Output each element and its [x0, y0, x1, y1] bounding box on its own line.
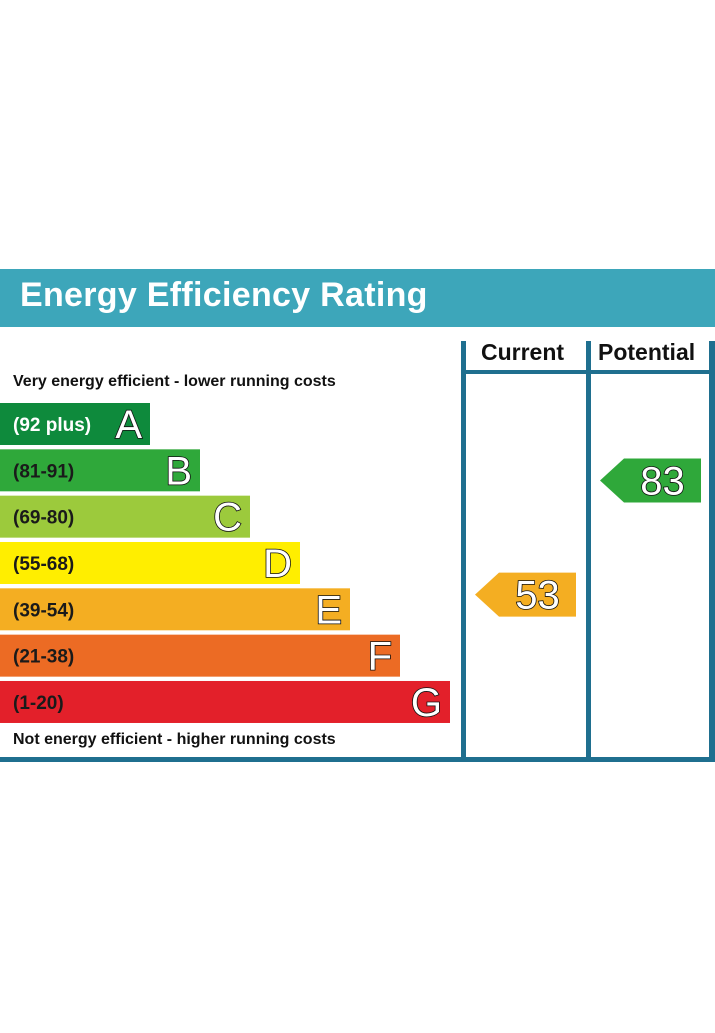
title-bar [0, 269, 715, 327]
band-e [0, 588, 350, 631]
band-a [0, 403, 150, 445]
frame-line-right [709, 341, 715, 759]
frame-header-rule [461, 370, 715, 374]
band-e-letter: E [315, 588, 342, 632]
band-a-range: (92 plus) [13, 415, 91, 436]
potential-rating-arrow [600, 458, 701, 503]
band-c [0, 495, 250, 538]
bottom-caption: Not energy efficient - higher running co… [13, 731, 336, 748]
potential-column-header: Potential [598, 339, 696, 365]
band-c-letter: C [213, 496, 242, 540]
band-f [0, 634, 400, 677]
frame-bottom-rule [0, 757, 715, 762]
band-b [0, 449, 200, 492]
frame-line-left [461, 341, 466, 759]
current-column-header: Current [481, 339, 565, 365]
band-d-range: (55-68) [13, 554, 74, 575]
frame-line-middle [586, 341, 591, 759]
potential-rating-value: 83 [640, 460, 685, 504]
band-g-range: (1-20) [13, 693, 64, 714]
current-rating-arrow [475, 572, 576, 617]
top-caption: Very energy efficient - lower running co… [13, 373, 336, 390]
current-rating-value: 53 [515, 574, 560, 618]
band-e-range: (39-54) [13, 600, 74, 621]
band-b-range: (81-91) [13, 461, 74, 482]
band-d-letter: D [263, 542, 292, 586]
band-c-range: (69-80) [13, 508, 74, 529]
band-a-letter: A [115, 403, 142, 447]
band-b-letter: B [165, 449, 192, 493]
band-d [0, 541, 300, 584]
band-g-letter: G [411, 681, 442, 725]
band-f-range: (21-38) [13, 647, 74, 668]
chart-title: Energy Efficiency Rating [20, 276, 428, 314]
band-g [0, 680, 450, 723]
band-f-letter: F [368, 635, 392, 679]
